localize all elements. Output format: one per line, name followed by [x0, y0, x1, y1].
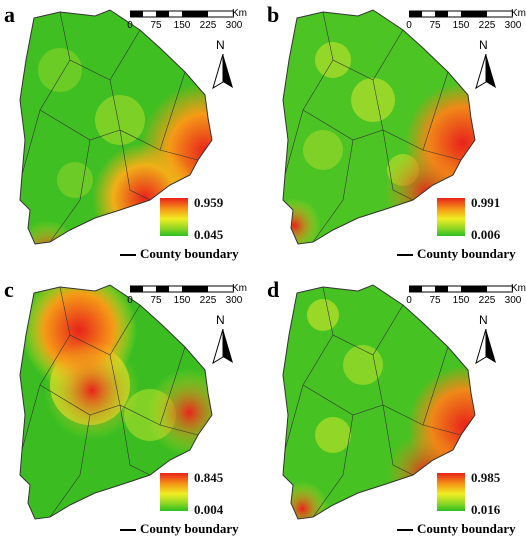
- panel-letter: b: [267, 2, 280, 27]
- north-arrow-icon: N: [471, 313, 501, 365]
- north-arrow-icon: N: [208, 38, 238, 90]
- scale-unit: Km: [232, 8, 247, 19]
- scale-tick: 225: [478, 295, 496, 306]
- legend-max: 0.959: [194, 195, 224, 210]
- north-label: N: [479, 38, 488, 52]
- county-boundaries-a: [21, 11, 199, 243]
- legend: 0.985 0.016 County boundary: [397, 470, 526, 543]
- county-boundaries-c: [21, 286, 199, 518]
- legend-max: 0.845: [194, 470, 224, 485]
- north-label: N: [216, 38, 225, 52]
- scale-tick: 150: [173, 20, 191, 31]
- scale-tick: 0: [127, 295, 133, 306]
- map-panel-c: c Km 0 75 150 225 300 N 0.845 0.004 Coun…: [0, 275, 263, 550]
- map-c: [19, 284, 213, 520]
- legend-max: 0.991: [471, 195, 501, 210]
- scale-unit: Km: [511, 283, 526, 294]
- legend-min: 0.006: [471, 227, 501, 242]
- scale-tick: 300: [225, 295, 243, 306]
- county-boundary-symbol: [397, 529, 413, 531]
- scale-tick: 225: [199, 20, 217, 31]
- county-boundary-symbol: [120, 254, 136, 256]
- legend-min: 0.045: [194, 227, 224, 242]
- scale-tick: 150: [452, 295, 470, 306]
- panel-letter: c: [4, 277, 14, 302]
- north-arrow-icon: N: [208, 313, 238, 365]
- north-label: N: [479, 313, 488, 327]
- scale-tick: 300: [504, 295, 522, 306]
- panel-letter: a: [4, 2, 15, 27]
- map-panel-a: a Km 0 75 150 225 300 N 0.959 0.045 Coun…: [0, 0, 263, 275]
- scale-bar: Km 0 75 150 225 300: [127, 283, 254, 315]
- scale-tick: 0: [406, 295, 412, 306]
- scale-tick: 0: [127, 20, 133, 31]
- north-label: N: [216, 313, 225, 327]
- legend-max: 0.985: [471, 470, 501, 485]
- scale-tick: 75: [429, 20, 441, 31]
- scale-tick: 300: [504, 20, 522, 31]
- scale-tick: 150: [452, 20, 470, 31]
- scale-unit: Km: [232, 283, 247, 294]
- map-panel-b: b Km 0 75 150 225 300 N 0.991 0.006 Coun…: [263, 0, 526, 275]
- county-boundary-label: County boundary: [140, 246, 239, 261]
- scale-tick: 225: [199, 295, 217, 306]
- legend: 0.845 0.004 County boundary: [120, 470, 260, 543]
- scale-tick: 75: [429, 295, 441, 306]
- legend-color-ramp: [437, 198, 465, 236]
- county-boundary-symbol: [120, 529, 136, 531]
- scale-tick: 300: [225, 20, 243, 31]
- scale-tick: 75: [150, 20, 162, 31]
- scale-bar: Km 0 75 150 225 300: [127, 8, 254, 40]
- legend-color-ramp: [160, 198, 188, 236]
- scale-unit: Km: [511, 8, 526, 19]
- north-arrow-icon: N: [471, 38, 501, 90]
- legend: 0.991 0.006 County boundary: [397, 195, 526, 268]
- legend: 0.959 0.045 County boundary: [120, 195, 260, 268]
- legend-min: 0.016: [471, 502, 501, 517]
- scale-bar: Km 0 75 150 225 300: [406, 283, 526, 315]
- scale-tick: 150: [173, 295, 191, 306]
- county-boundaries-b: [284, 11, 462, 243]
- scale-tick: 0: [406, 20, 412, 31]
- legend-color-ramp: [437, 473, 465, 511]
- county-boundary-label: County boundary: [417, 246, 516, 261]
- legend-color-ramp: [160, 473, 188, 511]
- county-boundary-label: County boundary: [417, 521, 516, 536]
- legend-min: 0.004: [194, 502, 224, 517]
- county-boundaries-d: [284, 286, 462, 518]
- county-boundary-symbol: [397, 254, 413, 256]
- panel-letter: d: [267, 277, 280, 302]
- scale-tick: 225: [478, 20, 496, 31]
- scale-bar: Km 0 75 150 225 300: [406, 8, 526, 40]
- map-panel-d: d Km 0 75 150 225 300 N 0.985 0.016 Coun…: [263, 275, 526, 550]
- county-boundary-label: County boundary: [140, 521, 239, 536]
- scale-tick: 75: [150, 295, 162, 306]
